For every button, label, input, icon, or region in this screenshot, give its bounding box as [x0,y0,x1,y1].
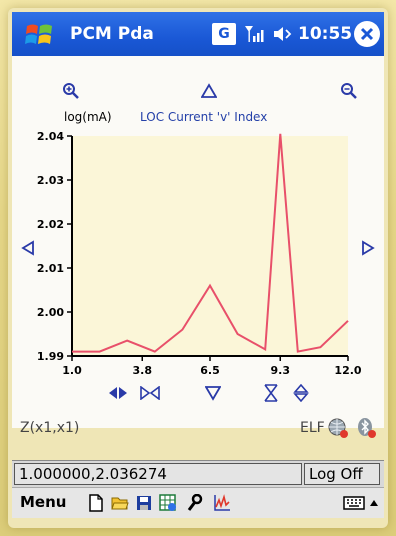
wrench-icon[interactable] [184,494,204,512]
y-tick-label: 2.03 [37,174,64,187]
series-line [72,133,349,353]
x-tick-label: 12.0 [334,364,361,377]
save-icon[interactable] [134,494,154,512]
volume-icon[interactable] [272,12,294,56]
x-tick-label: 3.8 [133,364,153,377]
new-file-icon[interactable] [86,494,106,512]
windows-logo-icon[interactable] [24,12,60,56]
x-tick-label: 6.5 [200,364,220,377]
y-tick-label: 2.01 [37,262,64,275]
bluetooth-icon[interactable] [354,416,378,440]
app-title: PCM Pda [70,24,154,44]
y-tick-label: 1.99 [37,350,64,363]
y-tick-label: 2.02 [37,218,64,231]
y-axis-unit-label: log(mA) [64,110,112,124]
menu-button[interactable]: Menu [20,493,67,511]
y-axis-ticks: 1.99 2.00 2.01 2.02 2.03 2.04 [37,130,72,363]
coordinate-readout: 1.000000,2.036274 [14,463,302,485]
line-chart: 1.99 2.00 2.01 2.02 2.03 2.04 1.0 3.8 6.5 9.3 12.… [37,130,362,377]
g-status-icon[interactable]: G [212,23,236,45]
log-status-button[interactable]: Log Off [304,463,380,485]
x-expand-icon[interactable] [106,383,130,403]
chart-screen: 1.99 2.00 2.01 2.02 2.03 2.04 1.0 3.8 6.5 9.3 12.… [12,56,384,438]
x-tick-label: 1.0 [62,364,82,377]
pan-down-icon[interactable] [202,383,224,403]
x-contract-icon[interactable] [138,383,162,403]
y-contract-icon[interactable] [260,383,282,403]
pan-right-icon[interactable] [360,238,376,258]
clock[interactable]: 10:55 [298,24,353,44]
chart-title: LOC Current 'v' Index [140,110,268,124]
pan-left-icon[interactable] [20,238,36,258]
status-bar: 1.000000,2.036274 Log Off [12,460,384,487]
x-tick-label: 9.3 [271,364,291,377]
y-tick-label: 2.00 [37,306,64,319]
y-tick-label: 2.04 [37,130,64,143]
menu-bar: Menu [12,487,384,518]
z-readout-label: Z(x1,x1) [20,420,80,436]
x-axis-ticks: 1.0 3.8 6.5 9.3 12.0 [62,356,362,377]
pda-device: PCM Pda G 10:55 [8,8,388,528]
plot-area [72,136,348,356]
close-icon[interactable] [354,21,380,47]
keyboard-icon[interactable] [342,494,366,512]
elf-label: ELF [300,420,325,436]
signal-icon[interactable] [244,12,268,56]
spreadsheet-icon[interactable] [158,494,178,512]
zoom-in-icon[interactable] [60,80,82,102]
open-folder-icon[interactable] [110,494,130,512]
menu-arrow-icon[interactable] [368,494,380,512]
globe-icon[interactable] [326,416,350,440]
y-expand-icon[interactable] [290,383,312,403]
title-bar: PCM Pda G 10:55 [12,12,384,56]
chart-icon[interactable] [212,494,232,512]
pan-up-icon[interactable] [198,80,220,102]
zoom-out-icon[interactable] [338,80,360,102]
